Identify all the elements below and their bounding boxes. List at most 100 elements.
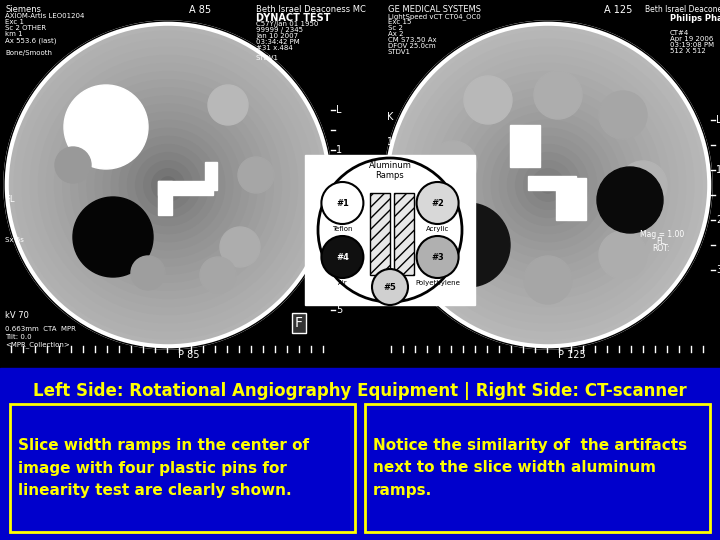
Circle shape xyxy=(459,96,637,274)
Text: FL: FL xyxy=(656,237,665,246)
Text: Teflon: Teflon xyxy=(332,226,353,232)
Circle shape xyxy=(321,182,364,224)
Circle shape xyxy=(597,167,663,233)
Text: kV 70: kV 70 xyxy=(5,311,29,320)
Circle shape xyxy=(599,231,647,279)
Circle shape xyxy=(464,76,512,124)
Text: #4: #4 xyxy=(336,253,348,261)
Text: LightSpeed vCT CT04_OC0: LightSpeed vCT CT04_OC0 xyxy=(388,13,481,20)
Circle shape xyxy=(426,64,670,307)
Circle shape xyxy=(372,269,408,305)
Text: Siemens: Siemens xyxy=(5,5,41,14)
Circle shape xyxy=(55,147,91,183)
Bar xyxy=(510,125,540,167)
Text: Exc 1: Exc 1 xyxy=(5,19,24,25)
Text: Bone/Smooth: Bone/Smooth xyxy=(5,50,52,56)
Circle shape xyxy=(443,80,653,291)
Bar xyxy=(0,0,720,370)
Text: Jan 10 2007: Jan 10 2007 xyxy=(256,33,298,39)
Text: ROT:: ROT: xyxy=(338,244,356,253)
Bar xyxy=(158,181,213,195)
Text: Mag = 1.00: Mag = 1.00 xyxy=(640,230,684,239)
Text: C57Y/Jan 01 1950: C57Y/Jan 01 1950 xyxy=(256,21,318,27)
Text: Exc 15: Exc 15 xyxy=(388,19,411,25)
Text: Ax 553.6 (last): Ax 553.6 (last) xyxy=(5,37,56,44)
Circle shape xyxy=(14,31,322,339)
Text: CT#4: CT#4 xyxy=(670,30,689,36)
Text: 1: 1 xyxy=(716,165,720,175)
Text: Polyethylene: Polyethylene xyxy=(415,280,460,286)
Text: Apr 19 2006: Apr 19 2006 xyxy=(670,36,714,42)
Text: 3: 3 xyxy=(716,265,720,275)
Text: STDV1: STDV1 xyxy=(388,49,411,55)
Circle shape xyxy=(435,72,662,299)
Circle shape xyxy=(467,104,629,266)
Text: L: L xyxy=(716,115,720,125)
Text: <MPR_Collection>: <MPR_Collection> xyxy=(5,341,70,348)
Bar xyxy=(556,178,586,220)
Text: STDV1: STDV1 xyxy=(256,55,279,61)
Circle shape xyxy=(144,161,192,210)
Circle shape xyxy=(540,177,556,193)
Text: 99999 / 2345: 99999 / 2345 xyxy=(256,27,303,33)
Text: Aluminum
Ramps: Aluminum Ramps xyxy=(369,161,411,180)
Text: #1: #1 xyxy=(336,199,348,207)
Text: #5: #5 xyxy=(384,282,397,292)
Bar xyxy=(205,162,217,190)
Circle shape xyxy=(135,153,200,218)
Text: 1: 1 xyxy=(336,145,342,155)
Text: DFOV 25.0cm: DFOV 25.0cm xyxy=(388,43,436,49)
Text: Sc 2: Sc 2 xyxy=(388,25,403,31)
Text: Sc 2 OTHER: Sc 2 OTHER xyxy=(5,25,46,31)
Text: AXIOM-Artis LEO01204: AXIOM-Artis LEO01204 xyxy=(5,13,84,19)
Text: GE MEDICAL SYSTEMS: GE MEDICAL SYSTEMS xyxy=(388,5,481,14)
Text: Philips Phantom: Philips Phantom xyxy=(670,14,720,23)
Bar xyxy=(528,176,576,190)
Circle shape xyxy=(71,88,265,282)
Text: 2: 2 xyxy=(387,157,393,167)
Text: Left Side: Rotational Angiography Equipment | Right Side: CT-scanner: Left Side: Rotational Angiography Equipm… xyxy=(33,382,687,400)
Circle shape xyxy=(410,48,685,323)
Bar xyxy=(0,368,720,540)
Text: A 125: A 125 xyxy=(604,5,632,15)
Circle shape xyxy=(64,85,148,169)
Circle shape xyxy=(524,256,572,304)
Text: Acrylic: Acrylic xyxy=(426,226,449,232)
Circle shape xyxy=(394,31,702,339)
Circle shape xyxy=(516,153,580,218)
Bar xyxy=(365,404,710,532)
Text: 2: 2 xyxy=(336,185,342,195)
Text: DYNACT TEST: DYNACT TEST xyxy=(256,13,330,23)
Circle shape xyxy=(619,161,667,209)
Text: km 1: km 1 xyxy=(5,31,22,37)
Text: #31 x.484: #31 x.484 xyxy=(256,45,293,51)
Text: Sx 6s: Sx 6s xyxy=(5,237,24,243)
Text: Beth Israel Deaconess MC: Beth Israel Deaconess MC xyxy=(256,5,366,14)
Circle shape xyxy=(534,71,582,119)
Circle shape xyxy=(63,80,274,291)
Text: Water: Water xyxy=(379,307,400,313)
Text: FL: FL xyxy=(5,195,14,205)
Bar xyxy=(305,155,475,305)
Text: Slice width ramps in the center of
image with four plastic pins for
linearity te: Slice width ramps in the center of image… xyxy=(18,438,309,498)
Circle shape xyxy=(79,96,257,274)
Circle shape xyxy=(508,145,588,226)
Circle shape xyxy=(160,177,176,193)
Text: P 85: P 85 xyxy=(178,350,199,360)
Text: 0.663mm  CTA  MPR: 0.663mm CTA MPR xyxy=(5,326,76,332)
Circle shape xyxy=(321,236,364,278)
Text: L: L xyxy=(336,105,341,115)
Text: ROT:: ROT: xyxy=(652,244,670,253)
Circle shape xyxy=(87,104,249,266)
Text: 1: 1 xyxy=(387,137,393,147)
Circle shape xyxy=(30,48,306,323)
Circle shape xyxy=(599,91,647,139)
Circle shape xyxy=(131,256,165,290)
Bar xyxy=(394,192,415,275)
Text: Notice the similarity of  the artifacts
next to the slice width aluminum
ramps.: Notice the similarity of the artifacts n… xyxy=(373,438,687,498)
Text: Ax 2: Ax 2 xyxy=(388,31,403,37)
Circle shape xyxy=(417,182,459,224)
Text: A 85: A 85 xyxy=(189,5,211,15)
Text: 5: 5 xyxy=(387,177,393,187)
Text: Tilt: 0.0: Tilt: 0.0 xyxy=(5,334,32,340)
